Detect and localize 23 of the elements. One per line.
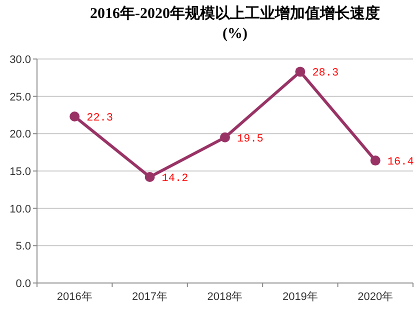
x-tick-label: 2016年 bbox=[56, 291, 92, 303]
y-tick-label: 25.0 bbox=[10, 91, 31, 104]
point bbox=[220, 132, 230, 142]
point bbox=[144, 172, 155, 182]
point bbox=[370, 156, 380, 166]
y-tick-label: 20.0 bbox=[10, 128, 31, 141]
x-tick-label: 2018年 bbox=[207, 291, 243, 303]
data-label: 22.3 bbox=[86, 112, 114, 124]
x-tick-label: 2017年 bbox=[132, 291, 168, 303]
data-label: 19.5 bbox=[237, 133, 264, 146]
x-tick-label: 2019年 bbox=[282, 291, 318, 303]
point bbox=[295, 66, 306, 77]
y-tick-label: 15.0 bbox=[10, 166, 31, 178]
chart-title: 2016年-2020年规模以上工业增加值增长速度(%) bbox=[90, 4, 380, 44]
y-tick-label: 30.0 bbox=[10, 54, 31, 66]
data-label: 16.4 bbox=[387, 156, 414, 169]
data-label: 14.2 bbox=[162, 172, 188, 185]
point bbox=[70, 111, 80, 122]
y-tick-label: 0.0 bbox=[16, 278, 31, 290]
data-label: 28.3 bbox=[312, 68, 339, 80]
x-tick-label: 2020年 bbox=[358, 291, 394, 303]
y-tick-label: 10.0 bbox=[10, 203, 31, 216]
y-tick-label: 5.0 bbox=[16, 240, 31, 253]
